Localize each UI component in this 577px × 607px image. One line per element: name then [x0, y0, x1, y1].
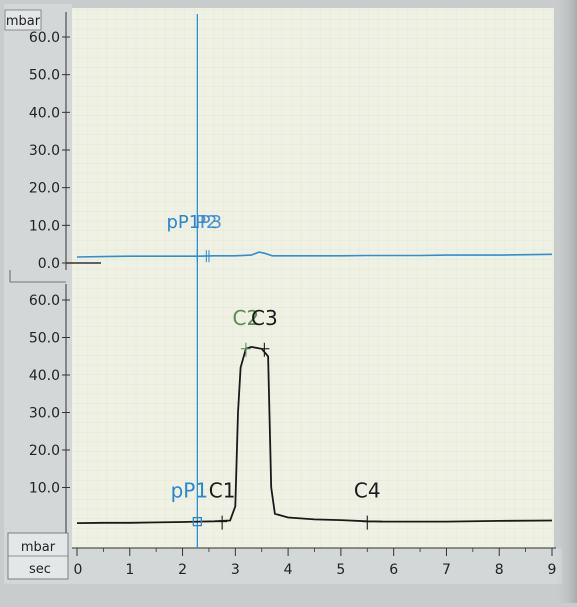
upper-ylabel: mbar — [6, 14, 41, 29]
upper-y-tick-label: 30.0 — [29, 143, 60, 159]
upper-marker-label: pP1 — [166, 212, 200, 233]
lower-ylabel: mbar — [21, 540, 56, 555]
x-tick-label: 4 — [284, 562, 293, 578]
upper-y-tick-label: 40.0 — [29, 105, 60, 121]
x-tick-label: 3 — [231, 562, 240, 578]
upper-marker-label: P3 — [200, 212, 222, 233]
upper-pressure-trace — [76, 251, 553, 258]
x-tick-label: 2 — [178, 562, 187, 578]
lower-marker-label: C2 — [233, 306, 260, 330]
lower-marker-label: C3 — [251, 306, 278, 330]
lower-y-ticks: 60.0 50.0 40.0 30.0 20.0 10.0 — [29, 293, 70, 497]
lower-marker-label: pP1 — [171, 479, 208, 503]
upper-y-tick-label: 60.0 — [29, 30, 60, 46]
lower-y-tick-label: 40.0 — [29, 368, 60, 384]
x-tick-label: 1 — [125, 562, 134, 578]
x-tick-label: 0 — [74, 562, 83, 578]
page-edge-shadow — [555, 0, 577, 603]
upper-y-tick-label: 50.0 — [29, 68, 60, 84]
lower-y-tick-label: 30.0 — [29, 406, 60, 422]
x-tick-label: 5 — [336, 562, 345, 578]
upper-y-ticks: 60.0 50.0 40.0 30.0 20.0 10.0 0.0 — [29, 30, 70, 272]
lower-y-tick-label: 50.0 — [29, 331, 60, 347]
lower-y-tick-label: 60.0 — [29, 293, 60, 309]
lower-marker-label: C1 — [209, 479, 236, 503]
upper-y-tick-label: 10.0 — [29, 218, 60, 234]
x-tick-label: 8 — [495, 562, 504, 578]
lower-marker-point — [192, 516, 202, 527]
axis-strip-bottom — [72, 548, 562, 584]
x-axis-label: sec — [29, 562, 51, 577]
x-tick-label: 7 — [442, 562, 451, 578]
lower-marker-label: C4 — [354, 479, 381, 503]
plot-grid — [72, 8, 554, 548]
upper-y-tick-label: 20.0 — [29, 181, 60, 197]
axis-strip-left — [4, 4, 72, 584]
x-tick-label: 6 — [389, 562, 398, 578]
upper-marker-label: P2 — [195, 212, 217, 233]
x-ticks: 0 1 2 3 4 5 6 7 8 9 — [74, 548, 557, 578]
x-tick-label: 9 — [548, 562, 557, 578]
lower-y-tick-label: 20.0 — [29, 443, 60, 459]
lower-pressure-trace — [76, 345, 553, 524]
upper-ylabel-box — [4, 9, 42, 31]
upper-y-tick-label: 0.0 — [38, 256, 60, 272]
lower-y-tick-label: 10.0 — [29, 481, 60, 497]
